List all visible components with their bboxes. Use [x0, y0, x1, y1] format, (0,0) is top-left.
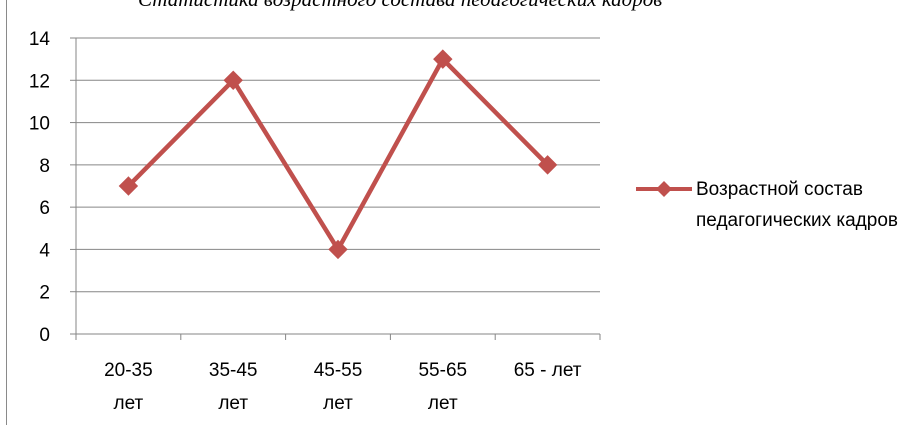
axes — [70, 37, 601, 340]
y-tick-label-12: 12 — [29, 71, 50, 92]
y-tick-label-14: 14 — [29, 29, 51, 50]
x-tick-label-1: 35-45 лет — [209, 360, 258, 414]
data-markers — [118, 49, 558, 260]
x-tick-label-line: лет — [114, 393, 144, 414]
x-tick-label-line: 45-55 — [314, 360, 363, 381]
x-tick-label-0: 20-35 лет — [104, 360, 153, 414]
x-tick-label-4: 65 - лет — [514, 360, 582, 381]
y-tick-label-2: 2 — [39, 283, 50, 304]
legend-marker-icon — [636, 181, 692, 197]
x-tick-label-line: 20-35 — [104, 360, 153, 381]
x-tick-label-line: лет — [323, 393, 353, 414]
x-tick-label-line: лет — [428, 393, 458, 414]
y-tick-labels: 0 2 4 6 8 10 12 14 — [29, 29, 51, 346]
data-point-0 — [118, 176, 139, 196]
y-tick-label-10: 10 — [29, 114, 50, 135]
data-point-1 — [223, 70, 243, 90]
data-point-4 — [537, 155, 558, 175]
y-tick-label-4: 4 — [39, 240, 50, 261]
legend-entry-label: Возрастной состав педагогических кадров — [696, 179, 898, 231]
data-point-3 — [433, 49, 453, 69]
y-tick-label-8: 8 — [39, 156, 50, 177]
y-tick-label-0: 0 — [39, 325, 50, 346]
series-line — [126, 56, 550, 252]
x-tick-label-3: 55-65 лет — [418, 360, 467, 414]
chart-frame-border — [6, 0, 7, 425]
y-tick-label-6: 6 — [39, 198, 50, 219]
x-tick-label-line: 35-45 — [209, 360, 258, 381]
chart-title: Статистика возрастного состава педагогич… — [138, 0, 662, 11]
data-point-2 — [328, 239, 348, 260]
x-tick-label-line: 55-65 — [418, 360, 467, 381]
series-lines — [126, 56, 550, 252]
x-tick-label-line: 65 - лет — [514, 360, 582, 381]
x-tick-labels: 20-35 лет 35-45 лет 45-55 лет 55-65 лет 65 - лет — [104, 360, 582, 414]
x-tick-label-line: лет — [218, 393, 248, 414]
x-tick-label-2: 45-55 лет — [314, 360, 363, 414]
